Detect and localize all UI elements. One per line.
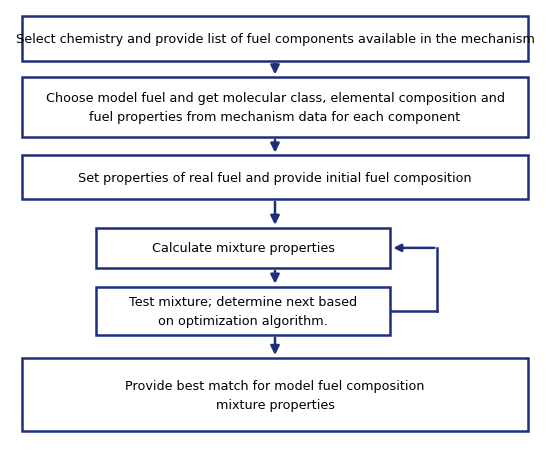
Bar bbox=[96, 287, 390, 335]
Text: Test mixture; determine next based
on optimization algorithm.: Test mixture; determine next based on op… bbox=[129, 295, 358, 327]
Text: Calculate mixture properties: Calculate mixture properties bbox=[152, 242, 335, 255]
Bar bbox=[22, 17, 528, 62]
Text: Select chemistry and provide list of fuel components available in the mechanism: Select chemistry and provide list of fue… bbox=[15, 33, 535, 46]
Bar bbox=[22, 358, 528, 431]
Bar bbox=[22, 78, 528, 138]
Text: Choose model fuel and get molecular class, elemental composition and
fuel proper: Choose model fuel and get molecular clas… bbox=[46, 92, 504, 124]
Bar bbox=[22, 156, 528, 200]
Bar bbox=[96, 228, 390, 269]
Text: Provide best match for model fuel composition
mixture properties: Provide best match for model fuel compos… bbox=[125, 379, 425, 411]
Text: Set properties of real fuel and provide initial fuel composition: Set properties of real fuel and provide … bbox=[78, 171, 472, 185]
